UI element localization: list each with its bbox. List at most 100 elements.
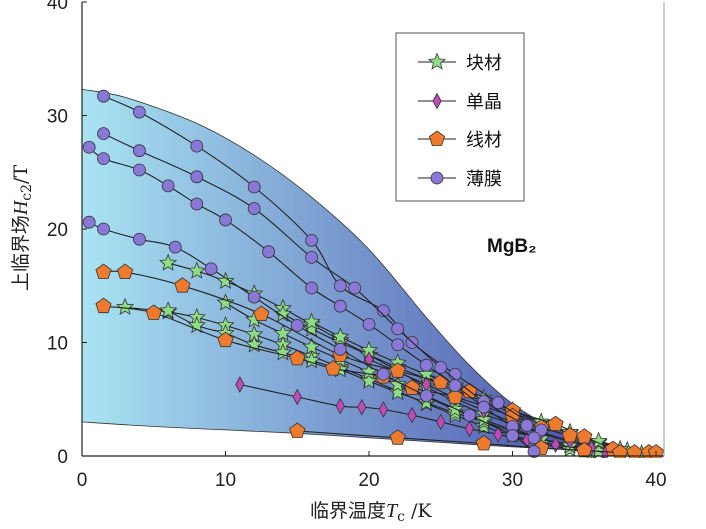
y-axis-title-sub: c2 <box>19 184 35 201</box>
legend-marker-bulk <box>427 52 447 70</box>
series-bulk-point <box>159 301 178 319</box>
y-axis-title-unit: /T <box>10 165 32 184</box>
legend-box <box>395 32 525 202</box>
y-tick-label: 10 <box>47 334 68 355</box>
series-wire-point <box>447 388 464 404</box>
series-wire-point <box>389 429 406 445</box>
series-film-point <box>391 338 405 352</box>
series-film-point <box>290 319 304 332</box>
series-wire-point <box>547 415 564 432</box>
mgb2-annotation: MgB₂ <box>487 236 537 257</box>
x-tick-label: 20 <box>358 470 379 491</box>
series-film-point <box>132 144 146 158</box>
series-bulk-point <box>359 371 379 389</box>
series-bulk-point <box>388 374 407 393</box>
series-film-point <box>97 152 110 166</box>
series-film-point <box>168 240 182 254</box>
series-film-point <box>305 250 319 264</box>
series-film-point <box>491 396 505 410</box>
series-wire-point <box>389 362 406 378</box>
x-axis-title-prefix: 临界温度 <box>310 500 386 522</box>
series-single-crystal-point <box>335 397 345 415</box>
series-film-point <box>132 232 146 246</box>
series-film-point <box>247 290 261 304</box>
series-single-crystal-point <box>235 376 245 393</box>
x-axis-title-sub: c <box>397 509 405 525</box>
series-bulk-point <box>116 297 135 316</box>
y-tick-label: 40 <box>47 0 68 14</box>
legend-label-bulk: 块材 <box>466 53 502 74</box>
series-film-point <box>434 361 448 374</box>
svg-text:临界温度Tc /K: 临界温度Tc /K <box>310 500 432 525</box>
series-wire-point <box>325 360 342 376</box>
series-film-point <box>247 202 261 215</box>
legend-label-film: 薄膜 <box>466 169 502 190</box>
axes: 0 10 20 30 40 0 10 20 30 40 <box>47 0 667 491</box>
series-bulk-point <box>388 382 407 401</box>
x-tick-label: 0 <box>77 470 88 491</box>
series-bulk-point <box>273 304 292 322</box>
x-tick-label: 10 <box>215 470 236 491</box>
legend-marker-single-crystal <box>432 92 442 110</box>
legend-marker-wire <box>428 130 446 146</box>
x-axis-title-unit: /K <box>405 500 432 522</box>
series-film-point <box>448 379 462 393</box>
series-film-curve-2 <box>88 146 535 439</box>
series-wire-point <box>561 427 578 443</box>
series-film-point <box>190 197 204 211</box>
series-film-point <box>376 304 390 318</box>
series-wire-point <box>289 422 306 438</box>
series-film-point <box>463 408 476 422</box>
series-film-point <box>333 342 347 356</box>
series-film-point <box>419 389 433 403</box>
series-film-point <box>520 418 534 432</box>
series-wire-point <box>95 263 112 279</box>
series-bulk-point <box>216 271 235 289</box>
series-film <box>82 89 548 458</box>
legend-label-single-crystal: 单晶 <box>466 92 502 113</box>
y-tick-label: 0 <box>57 447 68 468</box>
series-bulk-point <box>158 253 178 271</box>
series-film-point <box>376 367 390 381</box>
series-film-point <box>97 222 110 236</box>
series-film-point <box>527 431 541 445</box>
x-tick-label: 40 <box>645 470 666 491</box>
series-film-point <box>97 127 110 141</box>
series-film-point <box>527 445 541 458</box>
series-film-point <box>448 367 462 381</box>
series-wire-point <box>95 297 112 314</box>
series-single-crystal-point <box>436 413 446 431</box>
series-film-point <box>534 423 548 437</box>
hc2-band <box>81 88 657 456</box>
series-bulk-point <box>302 312 321 330</box>
series-wire-point <box>145 304 162 320</box>
series-bulk-point <box>187 261 206 279</box>
series-bulk-point <box>331 327 350 345</box>
series-bulk-point <box>216 293 235 311</box>
legend-label-wire: 线材 <box>466 130 502 151</box>
series-film-point <box>362 317 376 331</box>
series-film-point <box>132 105 146 119</box>
series-wire-point <box>253 305 270 321</box>
series-film-point <box>247 180 261 194</box>
series-film-point <box>348 281 362 295</box>
series-single-crystal-point <box>493 426 503 443</box>
series-wire-point <box>626 444 643 458</box>
series-film-point <box>305 281 319 295</box>
x-axis-title: 临界温度Tc /K <box>310 500 432 525</box>
series-single-crystal-point <box>357 398 367 416</box>
series-film-point <box>477 400 491 414</box>
y-tick-label: 20 <box>47 220 68 241</box>
series-wire-point <box>576 428 593 444</box>
series-film-point <box>506 429 519 442</box>
series-wire-point <box>174 277 191 293</box>
x-axis-title-symbol: T <box>386 500 399 522</box>
y-axis-title-symbol: H <box>10 199 32 216</box>
series-film-point <box>305 233 319 247</box>
x-tick-label: 30 <box>502 470 523 491</box>
y-tick-label: 30 <box>47 107 68 128</box>
series-film-point <box>161 179 175 193</box>
series-bulk-point <box>273 323 292 342</box>
series-wire-point <box>612 444 629 458</box>
